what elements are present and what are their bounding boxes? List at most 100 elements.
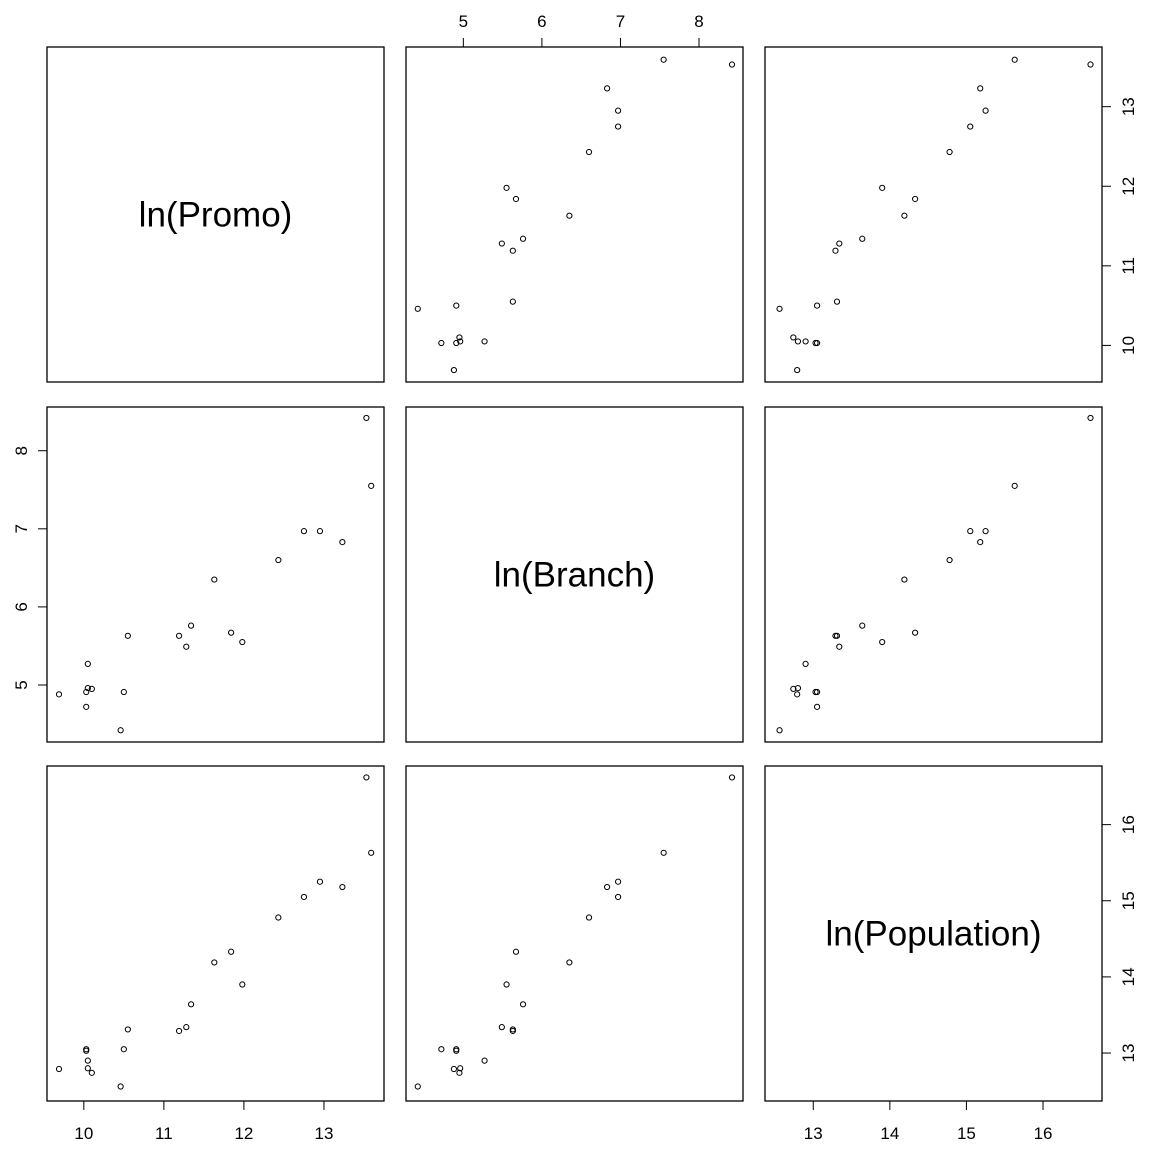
y-tick-label: 8 <box>12 446 31 455</box>
point <box>660 56 667 63</box>
point <box>604 85 611 92</box>
panel <box>46 46 385 383</box>
point <box>832 632 839 639</box>
point <box>604 883 611 891</box>
point <box>614 878 622 885</box>
point <box>614 107 622 114</box>
point <box>453 302 460 309</box>
point <box>456 1069 463 1076</box>
point <box>457 1065 464 1072</box>
point <box>879 184 886 191</box>
point <box>300 893 308 901</box>
point <box>794 691 801 698</box>
point <box>728 61 736 68</box>
x-tick-label: 10 <box>74 1124 93 1143</box>
point <box>794 685 802 692</box>
point <box>453 339 460 347</box>
point <box>614 123 622 130</box>
point <box>512 948 520 955</box>
point <box>368 482 375 489</box>
point <box>1087 61 1094 68</box>
y-tick-label: 14 <box>1119 967 1138 986</box>
point <box>879 638 886 646</box>
point <box>83 1047 90 1054</box>
point <box>239 981 246 988</box>
y-tick-label: 16 <box>1119 815 1138 834</box>
point <box>124 632 131 639</box>
point <box>239 638 246 646</box>
point <box>1011 56 1018 63</box>
point <box>794 338 802 345</box>
point <box>982 528 989 535</box>
point <box>363 414 370 422</box>
panel <box>46 406 385 743</box>
x-tick-label: 7 <box>616 12 625 31</box>
point <box>450 1065 458 1073</box>
point <box>498 1024 505 1031</box>
point <box>438 1046 445 1053</box>
point <box>187 1001 195 1008</box>
point <box>836 240 843 247</box>
point <box>316 528 324 535</box>
y-tick-label: 12 <box>1119 177 1138 196</box>
x-tick-label: 13 <box>804 1124 823 1143</box>
point <box>316 878 324 885</box>
point <box>901 212 908 219</box>
x-tick-label: 14 <box>880 1124 899 1143</box>
point <box>339 538 346 546</box>
point <box>300 528 308 535</box>
point <box>794 366 801 374</box>
y-tick-label: 6 <box>12 602 31 611</box>
panel <box>405 765 744 1102</box>
point <box>812 339 819 347</box>
point <box>503 184 510 191</box>
x-tick-label: 16 <box>1034 1124 1053 1143</box>
point <box>124 1026 131 1033</box>
point <box>802 338 809 345</box>
point <box>509 298 516 305</box>
x-tick-label: 11 <box>155 1124 173 1143</box>
point <box>275 914 282 921</box>
point <box>859 622 866 629</box>
point <box>211 959 218 966</box>
point <box>509 1027 516 1035</box>
point <box>836 643 843 650</box>
point <box>566 959 573 966</box>
point <box>481 338 488 345</box>
point <box>859 235 866 242</box>
point <box>84 660 91 668</box>
point <box>83 688 90 696</box>
point <box>88 1069 95 1076</box>
point <box>84 685 91 692</box>
point <box>967 123 974 130</box>
point <box>790 685 797 692</box>
point <box>84 1065 91 1072</box>
point <box>946 556 953 564</box>
point <box>512 195 520 203</box>
point <box>498 240 505 247</box>
point <box>776 727 783 734</box>
x-tick-label: 5 <box>459 12 468 31</box>
y-tick-label: 11 <box>1119 257 1138 275</box>
point <box>1087 414 1094 422</box>
point <box>453 1046 460 1053</box>
point <box>977 538 984 546</box>
point <box>977 85 984 92</box>
point <box>84 1057 91 1064</box>
point <box>120 1046 127 1053</box>
panel <box>405 406 744 743</box>
diagonal-label: ln(Population) <box>826 915 1042 954</box>
x-tick-label: 8 <box>694 12 703 31</box>
point <box>120 688 127 696</box>
point <box>55 1065 63 1073</box>
panel <box>764 406 1103 743</box>
point <box>660 849 667 856</box>
point <box>503 981 510 988</box>
point <box>228 948 235 955</box>
point <box>187 622 195 629</box>
point <box>117 1083 124 1090</box>
x-tick-label: 6 <box>537 12 546 31</box>
point <box>901 576 908 583</box>
point <box>509 247 516 254</box>
